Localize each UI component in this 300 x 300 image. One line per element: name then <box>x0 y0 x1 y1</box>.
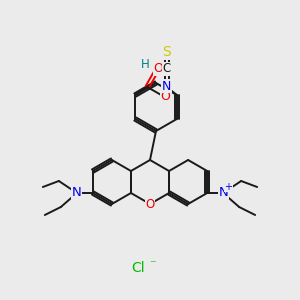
Text: O: O <box>146 197 154 211</box>
Text: S: S <box>162 45 171 59</box>
Text: +: + <box>224 182 232 192</box>
Text: ⁻: ⁻ <box>149 259 155 272</box>
Text: N: N <box>218 187 228 200</box>
Text: N: N <box>72 187 82 200</box>
Text: Cl: Cl <box>131 261 145 275</box>
Text: O: O <box>153 62 163 76</box>
Text: H: H <box>141 58 150 71</box>
Text: C: C <box>163 62 171 76</box>
Text: O: O <box>160 91 170 103</box>
Text: N: N <box>162 80 172 92</box>
